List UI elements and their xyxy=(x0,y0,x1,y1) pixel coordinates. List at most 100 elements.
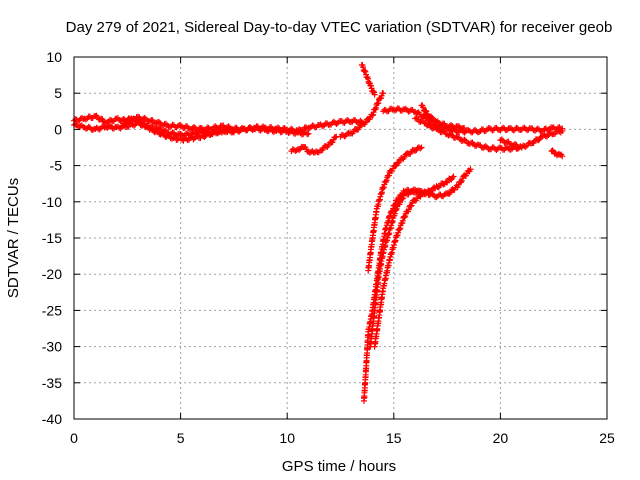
y-tick-labels: 10 5 0 -5 -10 -15 -20 -25 -30 -35 -40 xyxy=(42,49,62,427)
data-point xyxy=(395,196,402,203)
data-point xyxy=(382,107,389,114)
series-sat-c xyxy=(120,115,240,144)
data-point xyxy=(73,116,80,123)
data-point xyxy=(433,194,440,201)
data-point xyxy=(559,153,566,160)
data-point xyxy=(109,118,116,125)
data-point xyxy=(100,123,107,130)
data-point xyxy=(324,120,331,127)
data-points xyxy=(71,61,566,404)
data-point xyxy=(116,124,123,131)
data-point xyxy=(482,143,489,150)
x-tick-label: 25 xyxy=(599,430,615,446)
data-point xyxy=(516,144,523,151)
data-point xyxy=(428,113,435,120)
chart-title: Day 279 of 2021, Sidereal Day-to-day VTE… xyxy=(66,19,613,36)
data-point xyxy=(78,114,85,121)
series-sat-d xyxy=(288,133,340,156)
data-point xyxy=(362,68,369,75)
series-sat-o xyxy=(371,191,425,350)
data-point xyxy=(512,141,519,148)
data-point xyxy=(498,136,505,143)
data-point xyxy=(521,124,528,131)
data-point xyxy=(448,122,455,129)
data-point xyxy=(510,127,517,134)
data-point xyxy=(371,91,378,98)
data-point xyxy=(286,129,293,136)
data-point xyxy=(401,106,408,113)
data-point xyxy=(520,125,527,132)
data-point xyxy=(402,213,409,220)
data-point xyxy=(318,122,325,129)
data-point xyxy=(305,130,312,137)
data-point xyxy=(292,130,299,137)
y-tick-label: 10 xyxy=(46,49,62,65)
data-point xyxy=(461,136,468,143)
data-point xyxy=(370,88,377,95)
data-point xyxy=(535,137,542,144)
data-point xyxy=(89,126,96,133)
y-tick-label: -15 xyxy=(42,230,62,246)
data-point xyxy=(405,206,412,213)
data-point xyxy=(318,147,325,154)
data-point xyxy=(72,121,79,128)
data-point xyxy=(296,146,303,153)
data-point xyxy=(417,119,424,126)
series-sat-j xyxy=(497,127,566,151)
data-point xyxy=(122,120,129,127)
data-point xyxy=(457,179,464,186)
data-point xyxy=(360,64,367,71)
data-point xyxy=(392,163,399,170)
y-tick-label: -40 xyxy=(42,411,62,427)
data-point xyxy=(549,147,556,154)
data-point xyxy=(308,123,315,130)
data-point xyxy=(252,126,259,133)
data-point xyxy=(427,188,434,195)
data-point xyxy=(233,126,240,133)
y-tick-label: -20 xyxy=(42,266,62,282)
data-point xyxy=(388,105,395,112)
x-tick-labels: 0 5 10 15 20 25 xyxy=(70,430,615,446)
series-sat-k xyxy=(548,147,566,160)
x-tick-label: 0 xyxy=(70,430,78,446)
data-point xyxy=(395,159,402,166)
x-tick-label: 15 xyxy=(386,430,402,446)
data-point xyxy=(123,119,130,126)
data-point xyxy=(156,119,163,126)
x-tick-label: 5 xyxy=(177,430,185,446)
data-point xyxy=(96,126,103,133)
data-point xyxy=(417,145,424,152)
data-point xyxy=(270,128,277,135)
data-point xyxy=(534,125,541,132)
data-point xyxy=(106,122,113,129)
series-sat-f xyxy=(358,61,378,98)
data-point xyxy=(420,104,427,111)
data-point xyxy=(502,140,509,147)
data-point xyxy=(153,127,160,134)
data-point xyxy=(393,106,400,113)
data-point xyxy=(522,125,529,132)
data-point xyxy=(530,127,537,134)
data-point xyxy=(394,197,401,204)
data-point xyxy=(438,121,445,128)
data-point xyxy=(402,105,409,112)
data-point xyxy=(458,177,465,184)
data-point xyxy=(82,116,89,123)
y-tick-label: -35 xyxy=(42,375,62,391)
y-tick-label: -10 xyxy=(42,194,62,210)
grid-lines xyxy=(74,57,607,419)
data-point xyxy=(470,127,477,134)
data-point xyxy=(380,90,387,97)
data-point xyxy=(418,191,425,198)
data-point xyxy=(190,124,197,131)
data-point xyxy=(418,144,425,151)
x-tick-label: 10 xyxy=(279,430,295,446)
data-point xyxy=(508,146,515,153)
series-sat-n xyxy=(360,173,457,404)
data-point xyxy=(408,202,415,209)
data-point xyxy=(177,122,184,129)
axis-ticks xyxy=(73,56,608,420)
series-sat-l xyxy=(365,144,425,274)
y-tick-label: 0 xyxy=(54,121,62,137)
data-point xyxy=(401,214,408,221)
